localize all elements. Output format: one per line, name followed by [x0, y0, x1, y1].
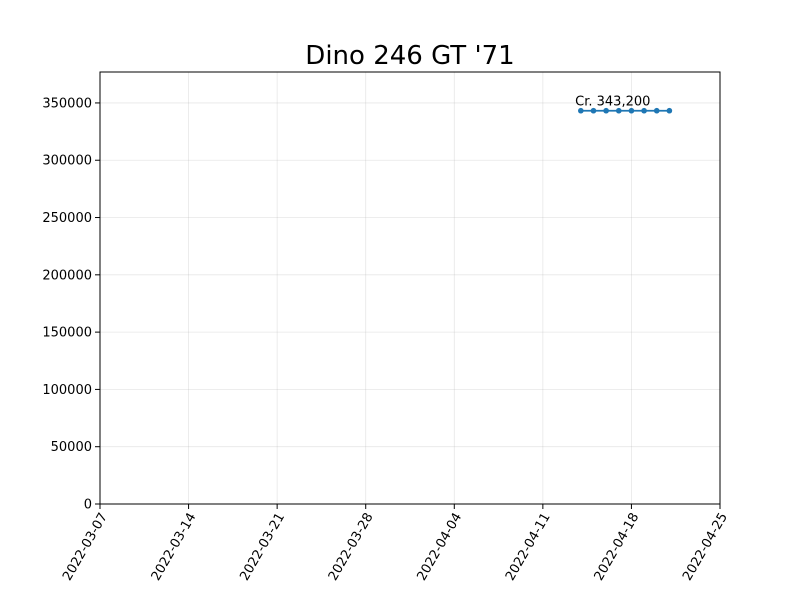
x-tick-label: 2022-03-21	[237, 511, 288, 584]
data-point	[603, 107, 609, 114]
data-point	[578, 107, 584, 114]
data-point	[628, 107, 635, 114]
x-tick-label: 2022-04-11	[503, 511, 554, 584]
x-tick-label: 2022-04-25	[680, 511, 731, 584]
x-tick-label: 2022-04-18	[592, 511, 643, 584]
y-tick-label: 200000	[42, 268, 92, 283]
series-layer	[578, 107, 673, 114]
y-tick-label: 300000	[42, 154, 92, 169]
data-point	[590, 107, 597, 114]
annotations: Cr. 343,200	[575, 95, 650, 110]
x-tick-label: 2022-03-07	[60, 511, 111, 584]
y-tick-label: 50000	[51, 440, 92, 455]
y-axis: 0 50000 100000 150000 200000 250000 300000 3500…	[42, 96, 100, 513]
data-point	[615, 107, 622, 114]
y-tick-label: 100000	[42, 383, 92, 398]
data-point	[653, 107, 660, 114]
grid	[99, 72, 721, 505]
data-point	[666, 107, 673, 114]
y-tick-label: 250000	[42, 211, 92, 226]
data-point	[641, 107, 647, 114]
y-tick-label: 0	[84, 498, 92, 513]
x-tick-label: 2022-04-04	[414, 511, 465, 584]
y-tick-label: 150000	[42, 326, 92, 341]
chart-title: Dino 246 GT '71	[305, 41, 514, 71]
data-label: Cr. 343,200	[575, 95, 650, 110]
y-tick-label: 350000	[42, 96, 92, 111]
plot-frame	[99, 71, 721, 505]
x-tick-label: 2022-03-28	[326, 511, 377, 584]
x-axis: 2022-03-07 2022-03-14 2022-03-21 2022-03-28…	[60, 504, 731, 583]
x-tick-label: 2022-03-14	[149, 511, 200, 584]
